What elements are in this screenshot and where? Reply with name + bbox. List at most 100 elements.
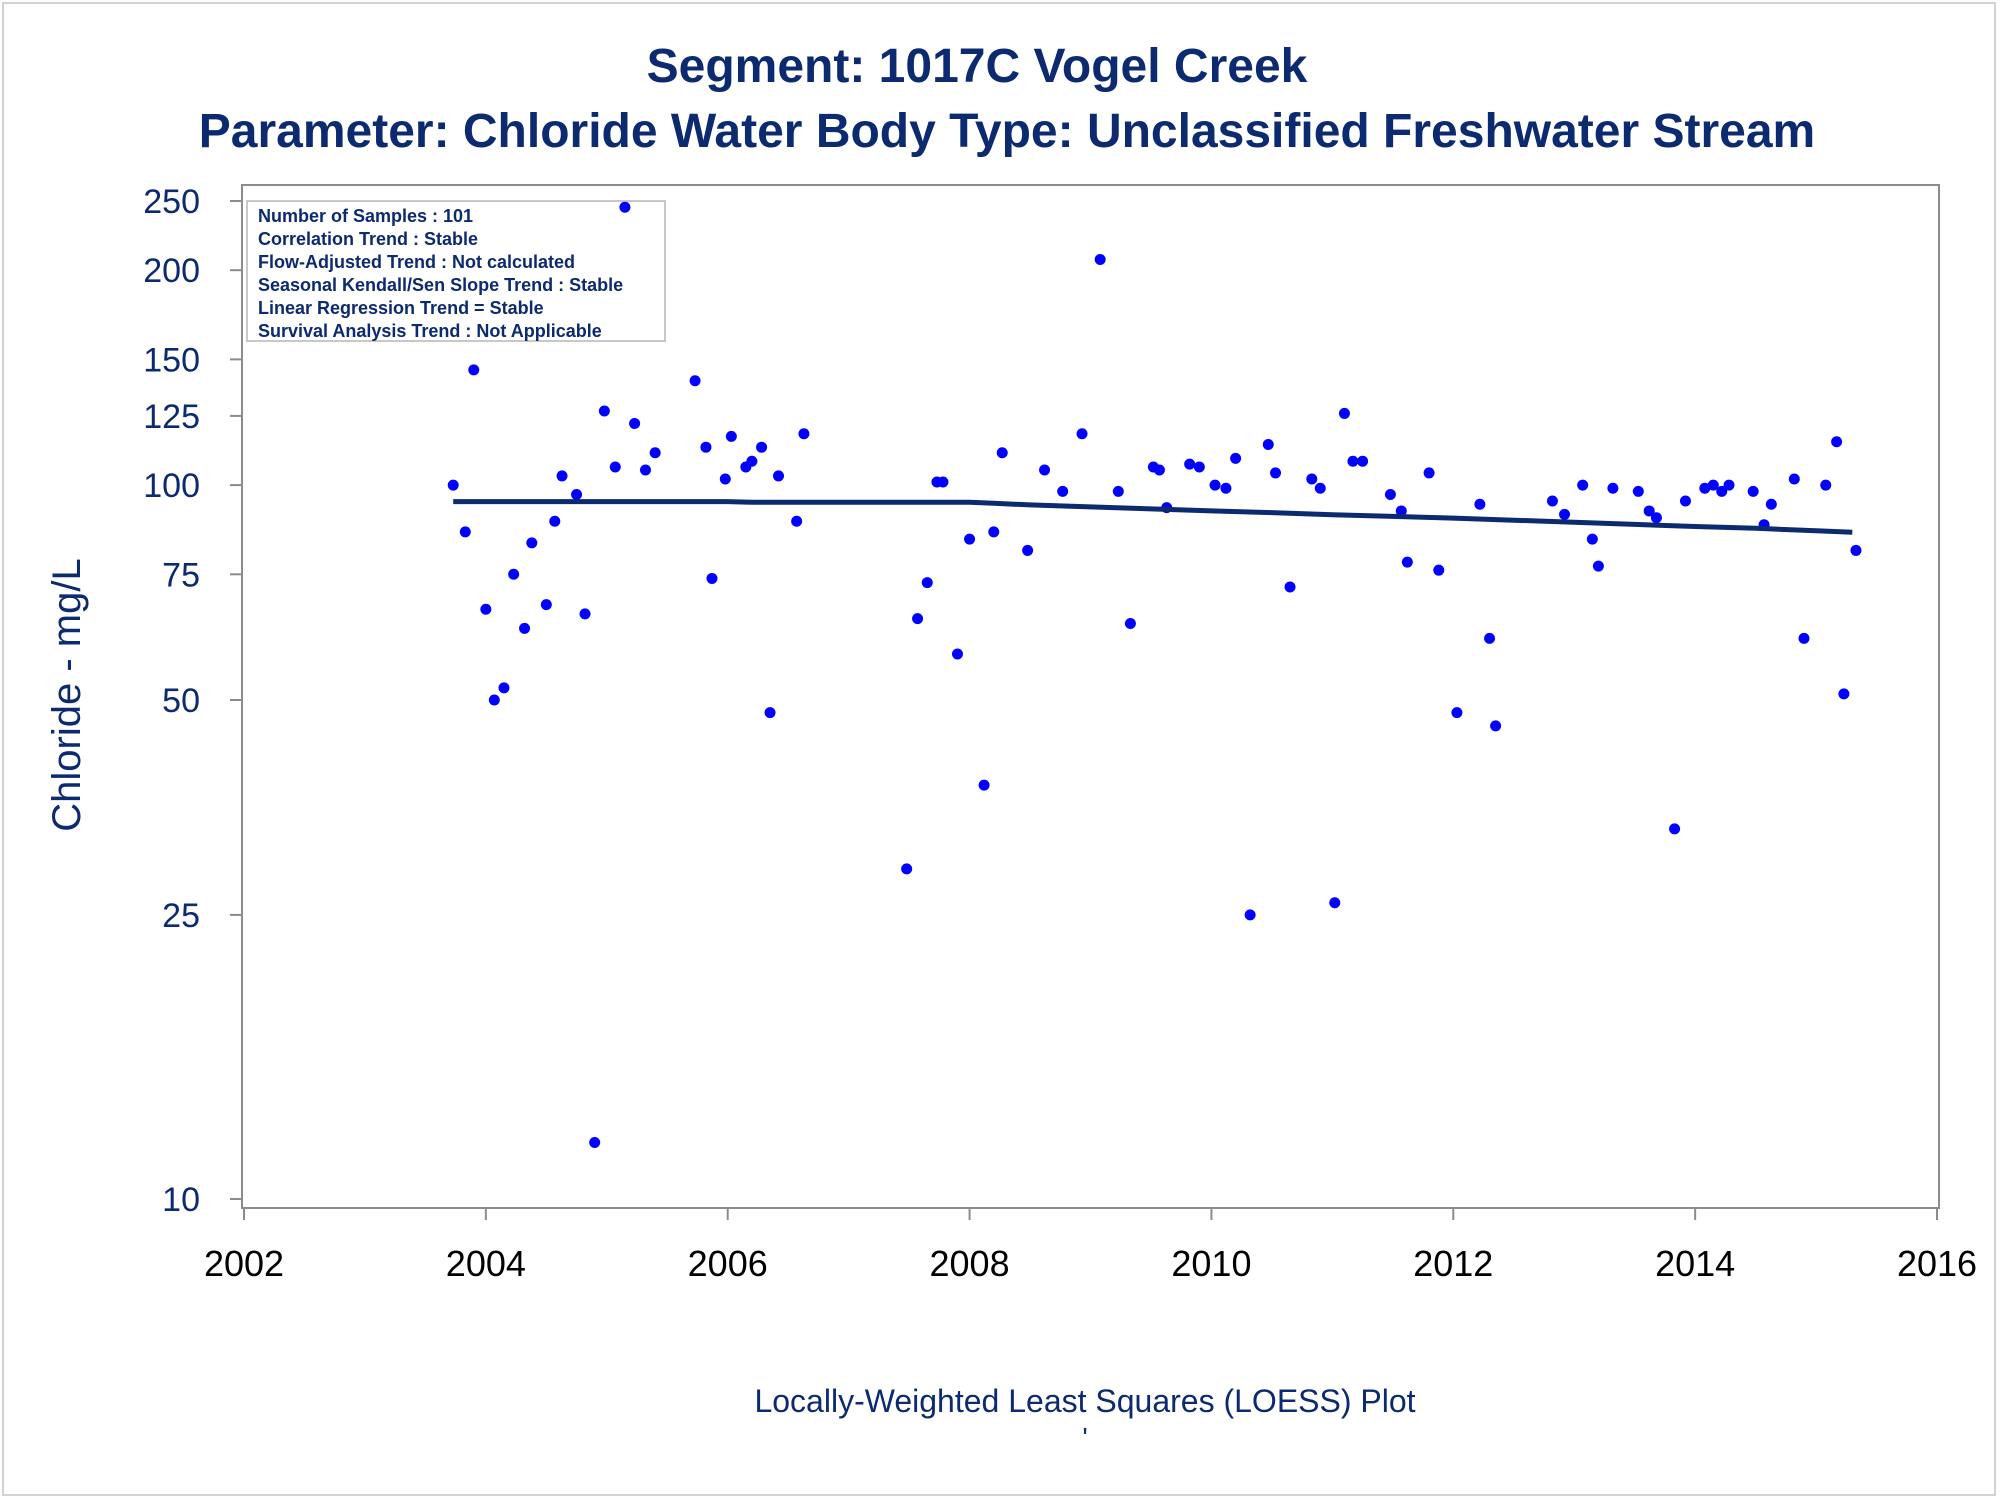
data-point xyxy=(746,455,758,467)
data-point xyxy=(1838,688,1850,700)
data-point xyxy=(629,417,641,429)
data-point xyxy=(1112,485,1124,497)
data-point xyxy=(1193,461,1205,473)
data-point xyxy=(468,364,480,376)
footnote-mark: ' xyxy=(1082,1422,1087,1453)
data-point xyxy=(1451,707,1463,719)
chart-subtitle: Parameter: Chloride Water Body Type: Unc… xyxy=(199,105,1815,158)
data-point xyxy=(1306,473,1318,485)
data-point xyxy=(1765,498,1777,510)
data-point xyxy=(1788,473,1800,485)
y-tick-label: 50 xyxy=(162,682,200,720)
data-point xyxy=(912,613,924,625)
data-point xyxy=(571,489,583,501)
data-point xyxy=(1329,897,1341,909)
data-point xyxy=(764,707,776,719)
data-point xyxy=(1490,720,1502,732)
footnote: Locally-Weighted Least Squares (LOESS) P… xyxy=(754,1383,1415,1419)
data-point xyxy=(579,608,591,620)
stats-line: Seasonal Kendall/Sen Slope Trend : Stabl… xyxy=(258,275,623,295)
data-point xyxy=(1209,479,1221,491)
y-tick-label: 250 xyxy=(143,183,200,221)
stats-line: Correlation Trend : Stable xyxy=(258,229,478,249)
data-point xyxy=(951,648,963,660)
data-point xyxy=(1384,489,1396,501)
data-point xyxy=(1022,544,1034,556)
stats-legend-box xyxy=(246,200,666,342)
data-point xyxy=(719,473,731,485)
y-tick-label: 200 xyxy=(143,252,200,290)
x-tick-label: 2002 xyxy=(204,1243,284,1284)
data-point xyxy=(1076,428,1088,440)
x-tick-label: 2008 xyxy=(930,1243,1010,1284)
y-tick-label: 150 xyxy=(143,341,200,379)
data-point xyxy=(1433,564,1445,576)
x-tick-label: 2014 xyxy=(1655,1243,1735,1284)
data-point xyxy=(1039,464,1051,476)
data-point xyxy=(1395,505,1407,517)
chart-title: Segment: 1017C Vogel Creek xyxy=(647,40,1308,93)
data-point xyxy=(725,430,737,442)
data-point xyxy=(589,1136,601,1148)
data-point xyxy=(619,201,631,213)
data-point xyxy=(1850,544,1862,556)
data-point xyxy=(756,441,768,453)
data-point xyxy=(1124,617,1136,629)
data-point xyxy=(1474,498,1486,510)
data-point xyxy=(689,375,701,387)
data-point xyxy=(549,515,561,527)
data-point xyxy=(540,599,552,611)
data-point xyxy=(1592,560,1604,572)
data-point xyxy=(1820,479,1832,491)
data-point xyxy=(1723,479,1735,491)
y-tick-label: 100 xyxy=(143,467,200,505)
data-point xyxy=(1347,455,1359,467)
stats-line: Number of Samples : 101 xyxy=(258,206,473,226)
y-tick-label: 75 xyxy=(162,556,200,594)
data-point xyxy=(1284,581,1296,593)
data-point xyxy=(1484,632,1496,644)
data-point xyxy=(1270,467,1282,479)
data-point xyxy=(1546,495,1558,507)
data-point xyxy=(1707,479,1719,491)
data-point xyxy=(1699,482,1711,494)
data-point xyxy=(937,476,949,488)
y-axis: 10 25 50 75 100 125 150 200 250 xyxy=(143,183,242,1219)
data-point xyxy=(1338,407,1350,419)
data-point xyxy=(498,682,510,694)
data-point xyxy=(1357,455,1369,467)
data-point xyxy=(791,515,803,527)
stats-line: Linear Regression Trend = Stable xyxy=(258,298,544,318)
data-point xyxy=(1650,512,1662,524)
stats-legend: Number of Samples : 101 Correlation Trend… xyxy=(246,200,666,342)
data-point xyxy=(508,568,520,580)
data-point xyxy=(1632,485,1644,497)
data-point xyxy=(706,572,718,584)
x-tick-label: 2004 xyxy=(446,1243,526,1284)
data-point xyxy=(1057,485,1069,497)
data-point xyxy=(988,526,1000,538)
y-axis-label: Chloride - mg/L xyxy=(45,558,89,831)
data-point xyxy=(459,526,471,538)
data-point xyxy=(1586,533,1598,545)
data-point xyxy=(526,537,538,549)
data-point xyxy=(519,622,531,634)
data-point xyxy=(598,405,610,417)
data-point xyxy=(978,779,990,791)
data-point xyxy=(1244,909,1256,921)
data-point xyxy=(901,863,913,875)
data-point xyxy=(1747,485,1759,497)
data-point xyxy=(798,428,810,440)
data-points xyxy=(447,201,1862,1148)
x-tick-label: 2012 xyxy=(1413,1243,1493,1284)
plot-area xyxy=(241,184,1940,1209)
data-point xyxy=(1559,508,1571,520)
data-point xyxy=(1314,482,1326,494)
data-point xyxy=(1423,467,1435,479)
data-point xyxy=(639,464,651,476)
data-point xyxy=(700,441,712,453)
data-point xyxy=(447,479,459,491)
data-point xyxy=(996,447,1008,459)
y-tick-label: 10 xyxy=(162,1181,200,1219)
data-point xyxy=(1798,632,1810,644)
